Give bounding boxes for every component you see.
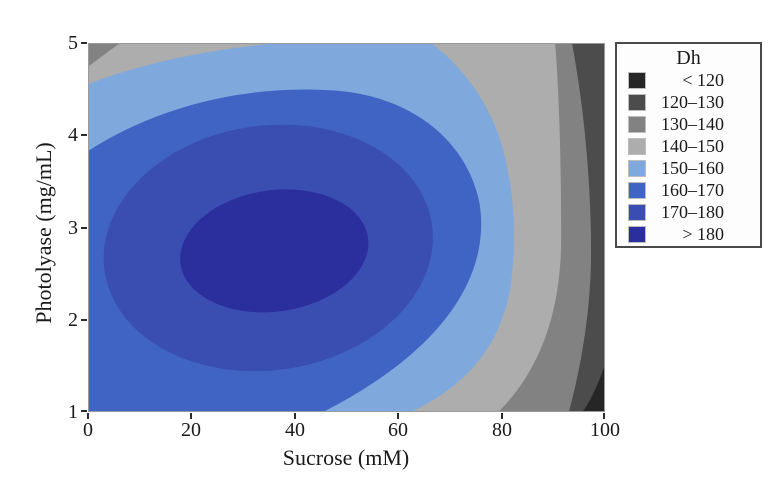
x-tick-label: 20 <box>181 419 201 441</box>
legend-title: Dh <box>676 47 701 69</box>
x-tick-mark <box>501 413 503 419</box>
legend-swatch <box>628 225 646 243</box>
x-axis-title: Sucrose (mM) <box>282 445 410 470</box>
x-tick-label: 0 <box>83 419 93 441</box>
legend-label: 160–170 <box>661 180 724 200</box>
legend-swatch <box>628 93 646 111</box>
x-tick-mark <box>190 413 192 419</box>
legend-row: > 180 <box>617 223 760 245</box>
legend-row: < 120 <box>617 69 760 91</box>
legend-label: 120–130 <box>661 92 724 112</box>
x-tick-label: 100 <box>590 419 620 441</box>
y-tick-mark <box>81 42 87 44</box>
x-tick-mark <box>87 413 89 419</box>
legend-label: < 120 <box>682 70 724 90</box>
legend-label: 140–150 <box>661 136 724 156</box>
y-tick-label: 4 <box>68 124 78 146</box>
x-tick-mark <box>603 413 605 419</box>
x-tick-mark <box>397 413 399 419</box>
legend-row: 160–170 <box>617 179 760 201</box>
contour-canvas <box>89 44 604 411</box>
legend-row: 120–130 <box>617 91 760 113</box>
y-tick-mark <box>81 410 87 412</box>
legend-swatch <box>628 159 646 177</box>
y-tick-label: 3 <box>68 217 78 239</box>
legend-label: > 180 <box>682 224 724 244</box>
legend-row: 170–180 <box>617 201 760 223</box>
legend-swatch <box>628 181 646 199</box>
legend: Dh < 120 120–130 130–140 140–150 150–160… <box>615 42 762 248</box>
legend-label: 130–140 <box>661 114 724 134</box>
legend-swatch <box>628 71 646 89</box>
y-tick-mark <box>81 319 87 321</box>
plot-area <box>88 43 605 412</box>
legend-swatch <box>628 137 646 155</box>
legend-swatch <box>628 203 646 221</box>
x-tick-label: 60 <box>388 419 408 441</box>
legend-row: 130–140 <box>617 113 760 135</box>
x-tick-label: 40 <box>285 419 305 441</box>
y-axis-title: Photolyase (mg/mL) <box>31 142 56 324</box>
legend-label: 150–160 <box>661 158 724 178</box>
legend-label: 170–180 <box>661 202 724 222</box>
y-tick-label: 2 <box>68 309 78 331</box>
y-tick-label: 1 <box>68 401 78 423</box>
y-tick-mark <box>81 227 87 229</box>
x-tick-mark <box>294 413 296 419</box>
y-tick-label: 5 <box>68 32 78 54</box>
legend-row: 140–150 <box>617 135 760 157</box>
contour-band-gt180 <box>180 189 369 313</box>
x-tick-label: 80 <box>492 419 512 441</box>
legend-swatch <box>628 115 646 133</box>
y-tick-mark <box>81 134 87 136</box>
legend-row: 150–160 <box>617 157 760 179</box>
